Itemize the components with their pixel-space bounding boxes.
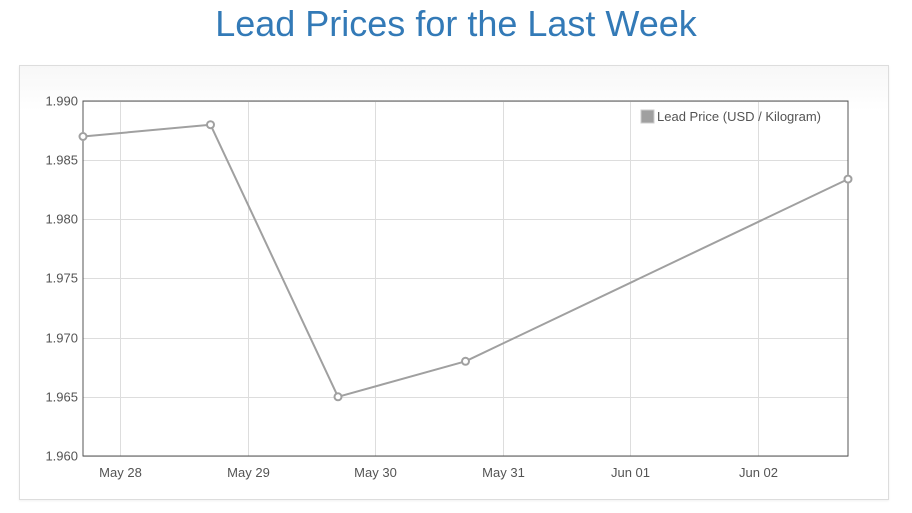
page-title: Lead Prices for the Last Week	[215, 3, 697, 44]
data-point[interactable]	[333, 392, 343, 402]
line-chart: 1.960 1.965 1.970 1.975 1.980 1.985 1.990 May …	[45, 94, 853, 480]
x-tick-label: Jun 02	[739, 465, 778, 480]
y-tick-label: 1.965	[45, 390, 78, 405]
legend: Lead Price (USD / Kilogram)	[640, 109, 821, 124]
data-points	[78, 120, 853, 402]
data-point[interactable]	[843, 174, 853, 184]
y-tick-label: 1.960	[45, 449, 78, 464]
x-tick-label: May 29	[227, 465, 270, 480]
x-tick-label: May 31	[482, 465, 525, 480]
x-tick-label: Jun 01	[611, 465, 650, 480]
plot-area-border	[82, 100, 849, 457]
legend-label: Lead Price (USD / Kilogram)	[657, 109, 821, 124]
legend-swatch	[640, 109, 655, 124]
y-tick-label: 1.990	[45, 94, 78, 109]
x-tick-label: May 28	[99, 465, 142, 480]
x-axis-tick-labels: May 28 May 29 May 30 May 31 Jun 01 Jun 02	[99, 465, 778, 480]
y-tick-label: 1.975	[45, 271, 78, 286]
grid-lines	[83, 101, 848, 457]
y-tick-label: 1.985	[45, 153, 78, 168]
chart-panel: 1.960 1.965 1.970 1.975 1.980 1.985 1.990 May …	[19, 65, 889, 500]
y-tick-label: 1.970	[45, 331, 78, 346]
series-lines	[82, 123, 849, 398]
data-point[interactable]	[206, 120, 215, 130]
data-point[interactable]	[461, 356, 470, 366]
y-tick-label: 1.980	[45, 212, 78, 227]
series-line	[82, 123, 849, 398]
x-tick-label: May 30	[354, 465, 397, 480]
y-axis-tick-labels: 1.960 1.965 1.970 1.975 1.980 1.985 1.990	[45, 94, 78, 464]
data-point[interactable]	[78, 132, 88, 141]
